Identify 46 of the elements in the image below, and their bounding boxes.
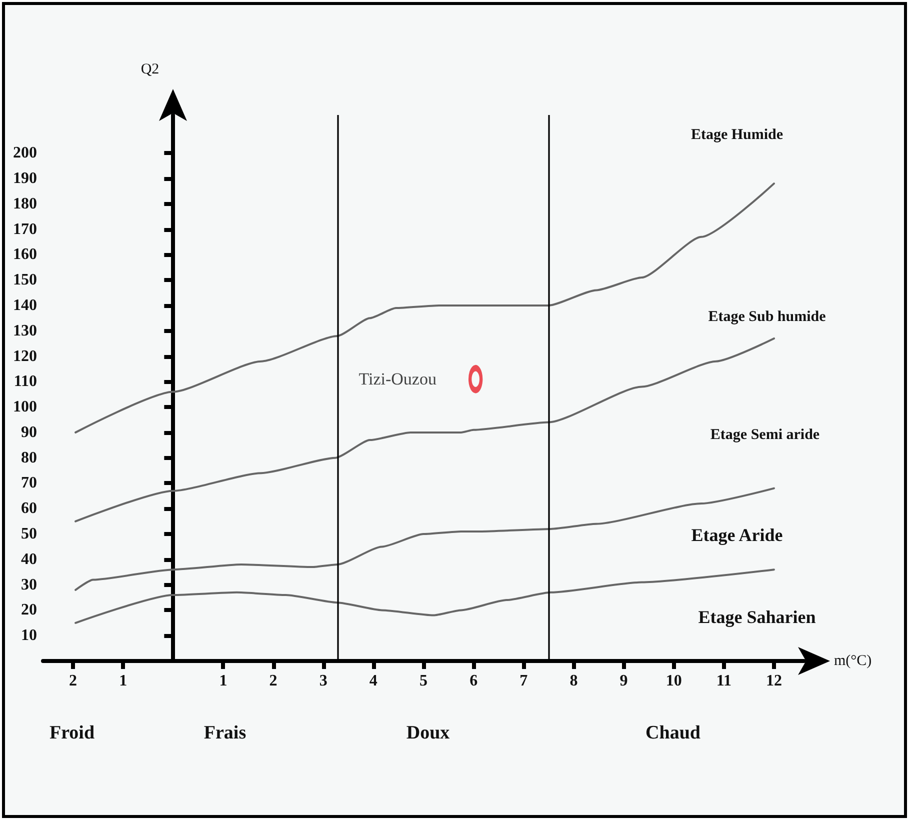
x-tick-label: 1: [219, 672, 228, 690]
annotation: Etage Saharien: [698, 607, 816, 627]
y-tick-label: 190: [13, 170, 37, 187]
annotation: Etage Sub humide: [708, 309, 826, 325]
annotation: Etage Aride: [691, 525, 783, 545]
y-tick-label: 70: [21, 474, 37, 492]
text: Froid: [49, 722, 95, 744]
text: Chaud: [646, 722, 701, 744]
y-tick-label: 120: [13, 348, 37, 365]
annotation: Etage Humide: [690, 127, 784, 143]
y-tick-label: 90: [21, 424, 37, 441]
x-tick-label: 1: [119, 672, 128, 690]
y-tick-label: 100: [13, 398, 37, 416]
x-tick-label: 4: [369, 672, 378, 690]
y-tick-label: 130: [13, 322, 37, 340]
y-axis-title: Q2: [140, 62, 160, 78]
y-tick-label: 30: [21, 576, 37, 594]
x-tick-label: 12: [766, 672, 782, 690]
x-tick-label: 6: [470, 672, 478, 690]
annotation: Etage Semi aride: [710, 427, 820, 443]
y-tick-label: 150: [13, 272, 37, 289]
y-tick-label: 110: [14, 373, 37, 390]
y-tick-label: 140: [13, 296, 37, 314]
x-tick-label: 10: [666, 672, 682, 690]
y-tick-label: 160: [13, 246, 37, 264]
x-axis-title: m(°C): [834, 653, 872, 669]
x-tick-label: 7: [520, 672, 528, 690]
x-tick-label: 8: [570, 672, 578, 690]
y-tick-label: 80: [21, 449, 37, 466]
x-tick-label: 3: [319, 672, 328, 690]
y-tick-label: 180: [13, 195, 37, 212]
y-tick-label: 20: [21, 602, 37, 619]
text: Frais: [204, 722, 246, 744]
x-tick-label: 2: [269, 672, 278, 690]
y-tick-label: 200: [13, 144, 37, 162]
y-tick-label: 10: [21, 627, 37, 644]
y-tick-label: 170: [13, 220, 37, 238]
series-label: Tizi-Ouzou: [358, 370, 437, 389]
text: Doux: [406, 722, 450, 744]
y-tick-label: 50: [21, 526, 37, 543]
x-tick-label: 11: [716, 672, 732, 690]
y-tick-label: 60: [21, 500, 37, 518]
y-tick-label: 40: [21, 550, 37, 568]
x-tick-label: 5: [420, 672, 428, 690]
x-tick-label: 9: [620, 672, 628, 690]
x-tick-label: 2: [69, 672, 78, 690]
